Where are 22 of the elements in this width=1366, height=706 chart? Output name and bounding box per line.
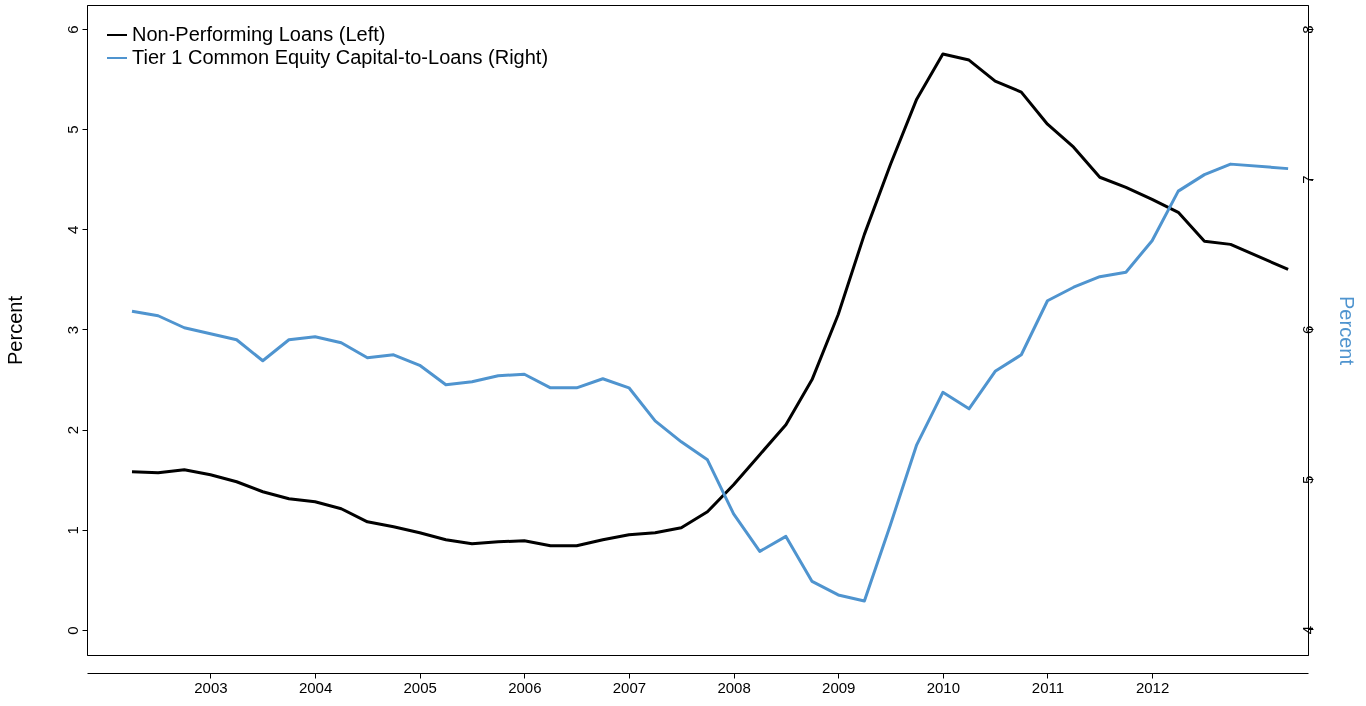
y-tick-label: 3 [63,325,81,335]
legend-label: Non-Performing Loans (Left) [132,23,386,45]
y-axis-title: Percent [3,295,26,365]
x-tick-label: 2012 [1135,678,1170,696]
x-tick-label: 2010 [926,678,961,696]
y-tick-label: 2 [63,425,81,435]
legend-label: Tier 1 Common Equity Capital-to-Loans (Right) [132,46,549,68]
y-tick-label: 1 [63,526,81,535]
x-tick-label: 2003 [194,678,228,696]
y-tick-label: 6 [63,25,81,34]
line-series [130,162,1290,603]
y-tick-label: 0 [63,626,81,635]
y-tick-label: 4 [63,225,81,235]
x-tick-label: 2005 [403,678,437,696]
x-tick-label: 2007 [612,678,647,696]
y2-axis-title: Percent [1335,296,1358,366]
x-tick-label: 2004 [298,678,333,696]
x-tick-label: 2011 [1031,678,1065,696]
x-tick-label: 2008 [717,678,751,696]
x-tick-label: 2006 [508,678,542,696]
y-tick-label: 5 [63,125,81,134]
x-tick-label: 2009 [822,678,856,696]
